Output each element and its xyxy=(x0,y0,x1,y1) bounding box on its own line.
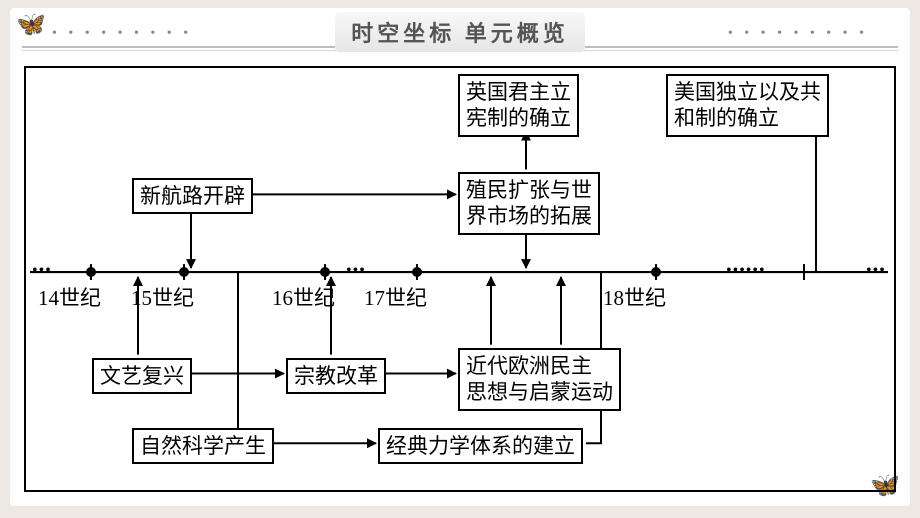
node-newroute: 新航路开辟 xyxy=(132,178,253,214)
axis-dots: ••• xyxy=(32,262,52,280)
dots-left: • • • • • • • • • xyxy=(52,26,192,42)
axis-dots: •••••• xyxy=(726,262,766,280)
node-uk: 英国君主立宪制的确立 xyxy=(458,74,579,137)
tick-label: 14世纪 xyxy=(38,282,101,312)
node-reform: 宗教改革 xyxy=(286,358,386,394)
axis-dots: ••• xyxy=(346,262,366,280)
axis-dots: ••• xyxy=(866,262,886,280)
page-container: 🦋 🦋 • • • • • • • • • 时空坐标 单元概览 • • • • … xyxy=(10,8,910,506)
tick-label: 18世纪 xyxy=(603,282,666,312)
header: • • • • • • • • • 时空坐标 单元概览 • • • • • • … xyxy=(10,8,910,48)
tick-label: 16世纪 xyxy=(272,282,335,312)
page-title: 时空坐标 单元概览 xyxy=(335,12,585,52)
node-mechanics: 经典力学体系的建立 xyxy=(378,428,583,464)
timeline-diagram: ••• ••• •••••• ••• 14世纪 15世纪 16世纪 17世纪 1… xyxy=(24,66,896,492)
node-natsci: 自然科学产生 xyxy=(132,428,274,464)
dots-right: • • • • • • • • • xyxy=(728,26,868,42)
node-colonial: 殖民扩张与世界市场的拓展 xyxy=(458,172,600,235)
tick-label: 15世纪 xyxy=(131,282,194,312)
node-enlight: 近代欧洲民主思想与启蒙运动 xyxy=(458,348,621,411)
node-us: 美国独立以及共和制的确立 xyxy=(666,74,829,137)
tick-label: 17世纪 xyxy=(364,282,427,312)
node-renaiss: 文艺复兴 xyxy=(92,358,192,394)
